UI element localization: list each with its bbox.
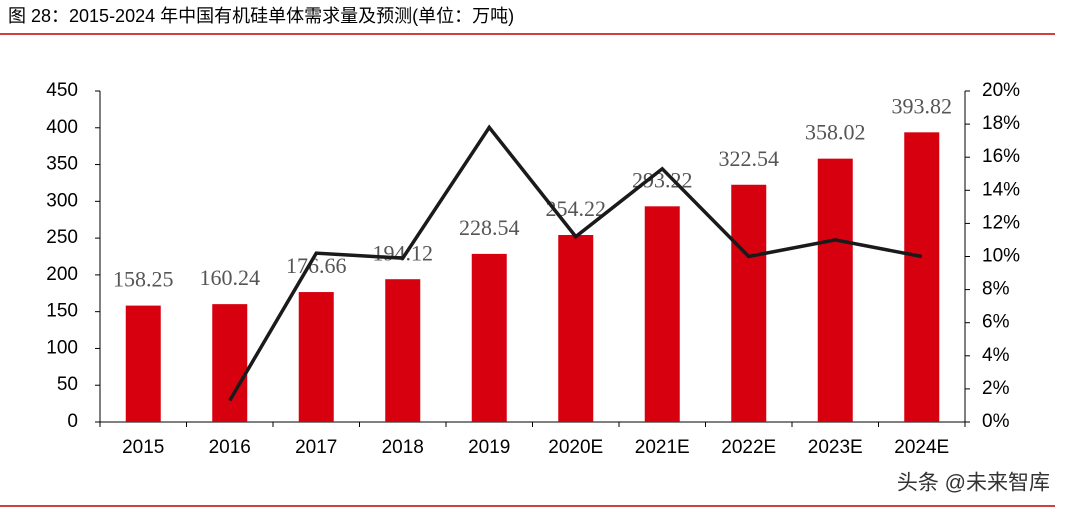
- y-tick-label: 350: [46, 154, 78, 175]
- y2-tick-label: 4%: [982, 345, 1010, 366]
- x-tick-label: 2015: [122, 437, 164, 458]
- bar: [125, 305, 161, 422]
- x-tick-label: 2021E: [635, 437, 690, 458]
- y-tick-label: 50: [57, 374, 78, 395]
- y2-tick-label: 2%: [982, 378, 1010, 399]
- y2-tick-label: 0%: [982, 411, 1010, 432]
- value-label: 176.66: [286, 253, 347, 278]
- y2-tick-label: 14%: [982, 179, 1020, 200]
- x-tick-label: 2016: [209, 437, 251, 458]
- bar: [558, 235, 594, 422]
- chart-title: 图 28：2015-2024 年中国有机硅单体需求量及预测(单位：万吨): [8, 6, 514, 26]
- bar: [385, 279, 421, 422]
- bar: [212, 304, 248, 422]
- y2-tick-label: 8%: [982, 279, 1010, 300]
- y2-tick-label: 18%: [982, 113, 1020, 134]
- value-label: 393.82: [892, 93, 953, 118]
- value-label: 228.54: [459, 215, 520, 240]
- x-tick-label: 2022E: [721, 437, 776, 458]
- x-tick-label: 2019: [468, 437, 510, 458]
- y2-tick-label: 10%: [982, 246, 1020, 267]
- bar: [904, 132, 940, 422]
- y-tick-label: 450: [46, 80, 78, 101]
- y-tick-label: 150: [46, 301, 78, 322]
- x-tick-label: 2017: [295, 437, 337, 458]
- y2-tick-label: 20%: [982, 80, 1020, 101]
- value-label: 158.25: [113, 267, 174, 292]
- x-tick-label: 2024E: [894, 437, 949, 458]
- x-tick-label: 2023E: [808, 437, 863, 458]
- bar: [644, 206, 680, 422]
- value-label: 322.54: [719, 146, 780, 171]
- y2-tick-label: 16%: [982, 146, 1020, 167]
- value-label: 194.12: [373, 240, 434, 265]
- y-tick-label: 400: [46, 117, 78, 138]
- y2-tick-label: 6%: [982, 312, 1010, 333]
- bar: [298, 292, 334, 422]
- value-label: 160.24: [200, 265, 261, 290]
- y-tick-label: 300: [46, 190, 78, 211]
- y-tick-label: 100: [46, 337, 78, 358]
- y2-tick-label: 12%: [982, 212, 1020, 233]
- value-label: 358.02: [805, 120, 866, 145]
- x-tick-label: 2018: [382, 437, 424, 458]
- y-tick-label: 0: [67, 411, 78, 432]
- bar: [731, 184, 767, 422]
- bar: [817, 158, 853, 422]
- x-tick-label: 2020E: [548, 437, 603, 458]
- bar: [471, 253, 507, 422]
- y-tick-label: 250: [46, 227, 78, 248]
- watermark: 头条 @未来智库: [897, 472, 1050, 495]
- y-tick-label: 200: [46, 264, 78, 285]
- line: [228, 124, 923, 402]
